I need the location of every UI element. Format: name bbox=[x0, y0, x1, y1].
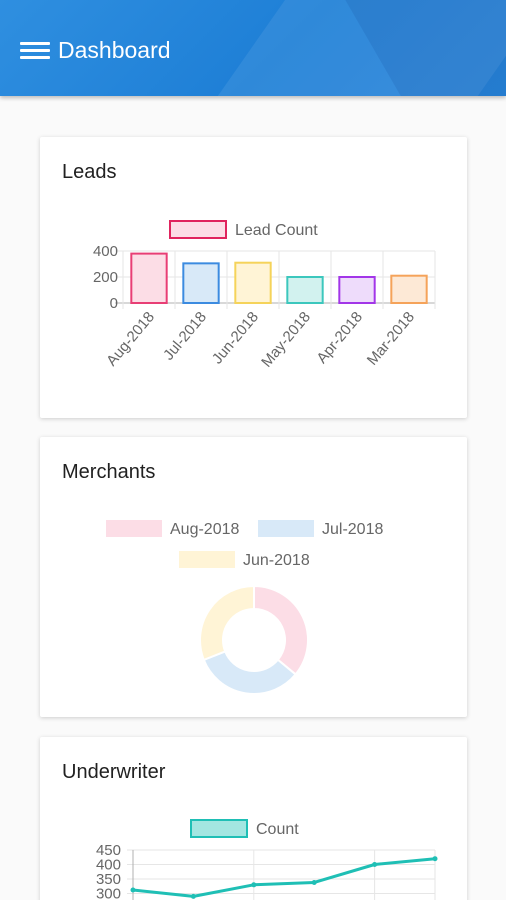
data-point bbox=[251, 882, 257, 888]
x-tick-label: Aug-2018 bbox=[103, 309, 158, 370]
data-point bbox=[432, 856, 438, 862]
legend-label-aug-2018: Aug-2018 bbox=[170, 521, 239, 538]
donut-slice-jun-2018 bbox=[199, 584, 255, 662]
legend-label-jul-2018: Jul-2018 bbox=[322, 521, 383, 538]
x-tick-label: Mar-2018 bbox=[364, 309, 418, 369]
x-tick-label: Jun-2018 bbox=[209, 309, 262, 368]
page-title: Dashboard bbox=[58, 37, 171, 63]
merchants-card: Merchants Aug-2018 Jul-2018 Jun-2018 bbox=[40, 437, 467, 717]
legend-swatch-lead-count bbox=[169, 220, 227, 239]
bar-mar-2018 bbox=[390, 274, 428, 304]
data-point bbox=[130, 887, 136, 893]
legend-swatch-aug-2018 bbox=[106, 520, 162, 537]
leads-bar-chart: Lead Count 0 200 400 Aug-2018 Jul-2018Jun-201… bbox=[93, 220, 436, 371]
legend-label-count: Count bbox=[256, 821, 299, 838]
y-tick-label: 0 bbox=[110, 295, 118, 312]
data-point bbox=[190, 893, 196, 899]
series-line-count bbox=[132, 857, 436, 898]
bar-jul-2018 bbox=[182, 262, 220, 304]
legend-swatch-jun-2018 bbox=[179, 551, 235, 568]
y-tick-label: 450 bbox=[96, 842, 121, 859]
x-tick-label: Apr-2018 bbox=[313, 309, 366, 367]
x-tick-label: Jul-2018 bbox=[160, 309, 210, 364]
underwriter-title: Underwriter bbox=[62, 761, 166, 783]
y-tick-label: 400 bbox=[93, 243, 118, 260]
data-point bbox=[372, 862, 378, 867]
bar-jun-2018 bbox=[234, 261, 272, 304]
bar-aug-2018 bbox=[130, 252, 168, 304]
y-tick-label: 200 bbox=[93, 269, 118, 286]
y-tick-label: 400 bbox=[96, 857, 121, 874]
y-tick-label: 300 bbox=[96, 886, 121, 900]
leads-card: Leads Lead Count 0 200 400 Aug-2018 Jul-2018 J… bbox=[40, 137, 467, 418]
y-tick-label: 350 bbox=[96, 871, 121, 888]
legend-swatch-count bbox=[190, 819, 248, 838]
donut-slice-jul-2018 bbox=[202, 650, 298, 695]
x-tick-label: May-2018 bbox=[258, 309, 314, 371]
data-point bbox=[311, 879, 317, 885]
leads-title: Leads bbox=[62, 161, 117, 183]
underwriter-card: Underwriter Count 450 400 350 300 bbox=[40, 737, 467, 900]
merchants-donut-chart: Aug-2018 Jul-2018 Jun-2018 bbox=[106, 520, 383, 695]
bar-apr-2018 bbox=[338, 276, 376, 304]
merchants-title: Merchants bbox=[62, 461, 156, 483]
legend-label-jun-2018: Jun-2018 bbox=[243, 552, 310, 569]
legend-label-lead-count: Lead Count bbox=[235, 222, 318, 239]
hamburger-menu-icon[interactable] bbox=[20, 40, 50, 62]
app-bar: Dashboard bbox=[0, 0, 506, 96]
legend-swatch-jul-2018 bbox=[258, 520, 314, 537]
bar-may-2018 bbox=[286, 276, 324, 304]
